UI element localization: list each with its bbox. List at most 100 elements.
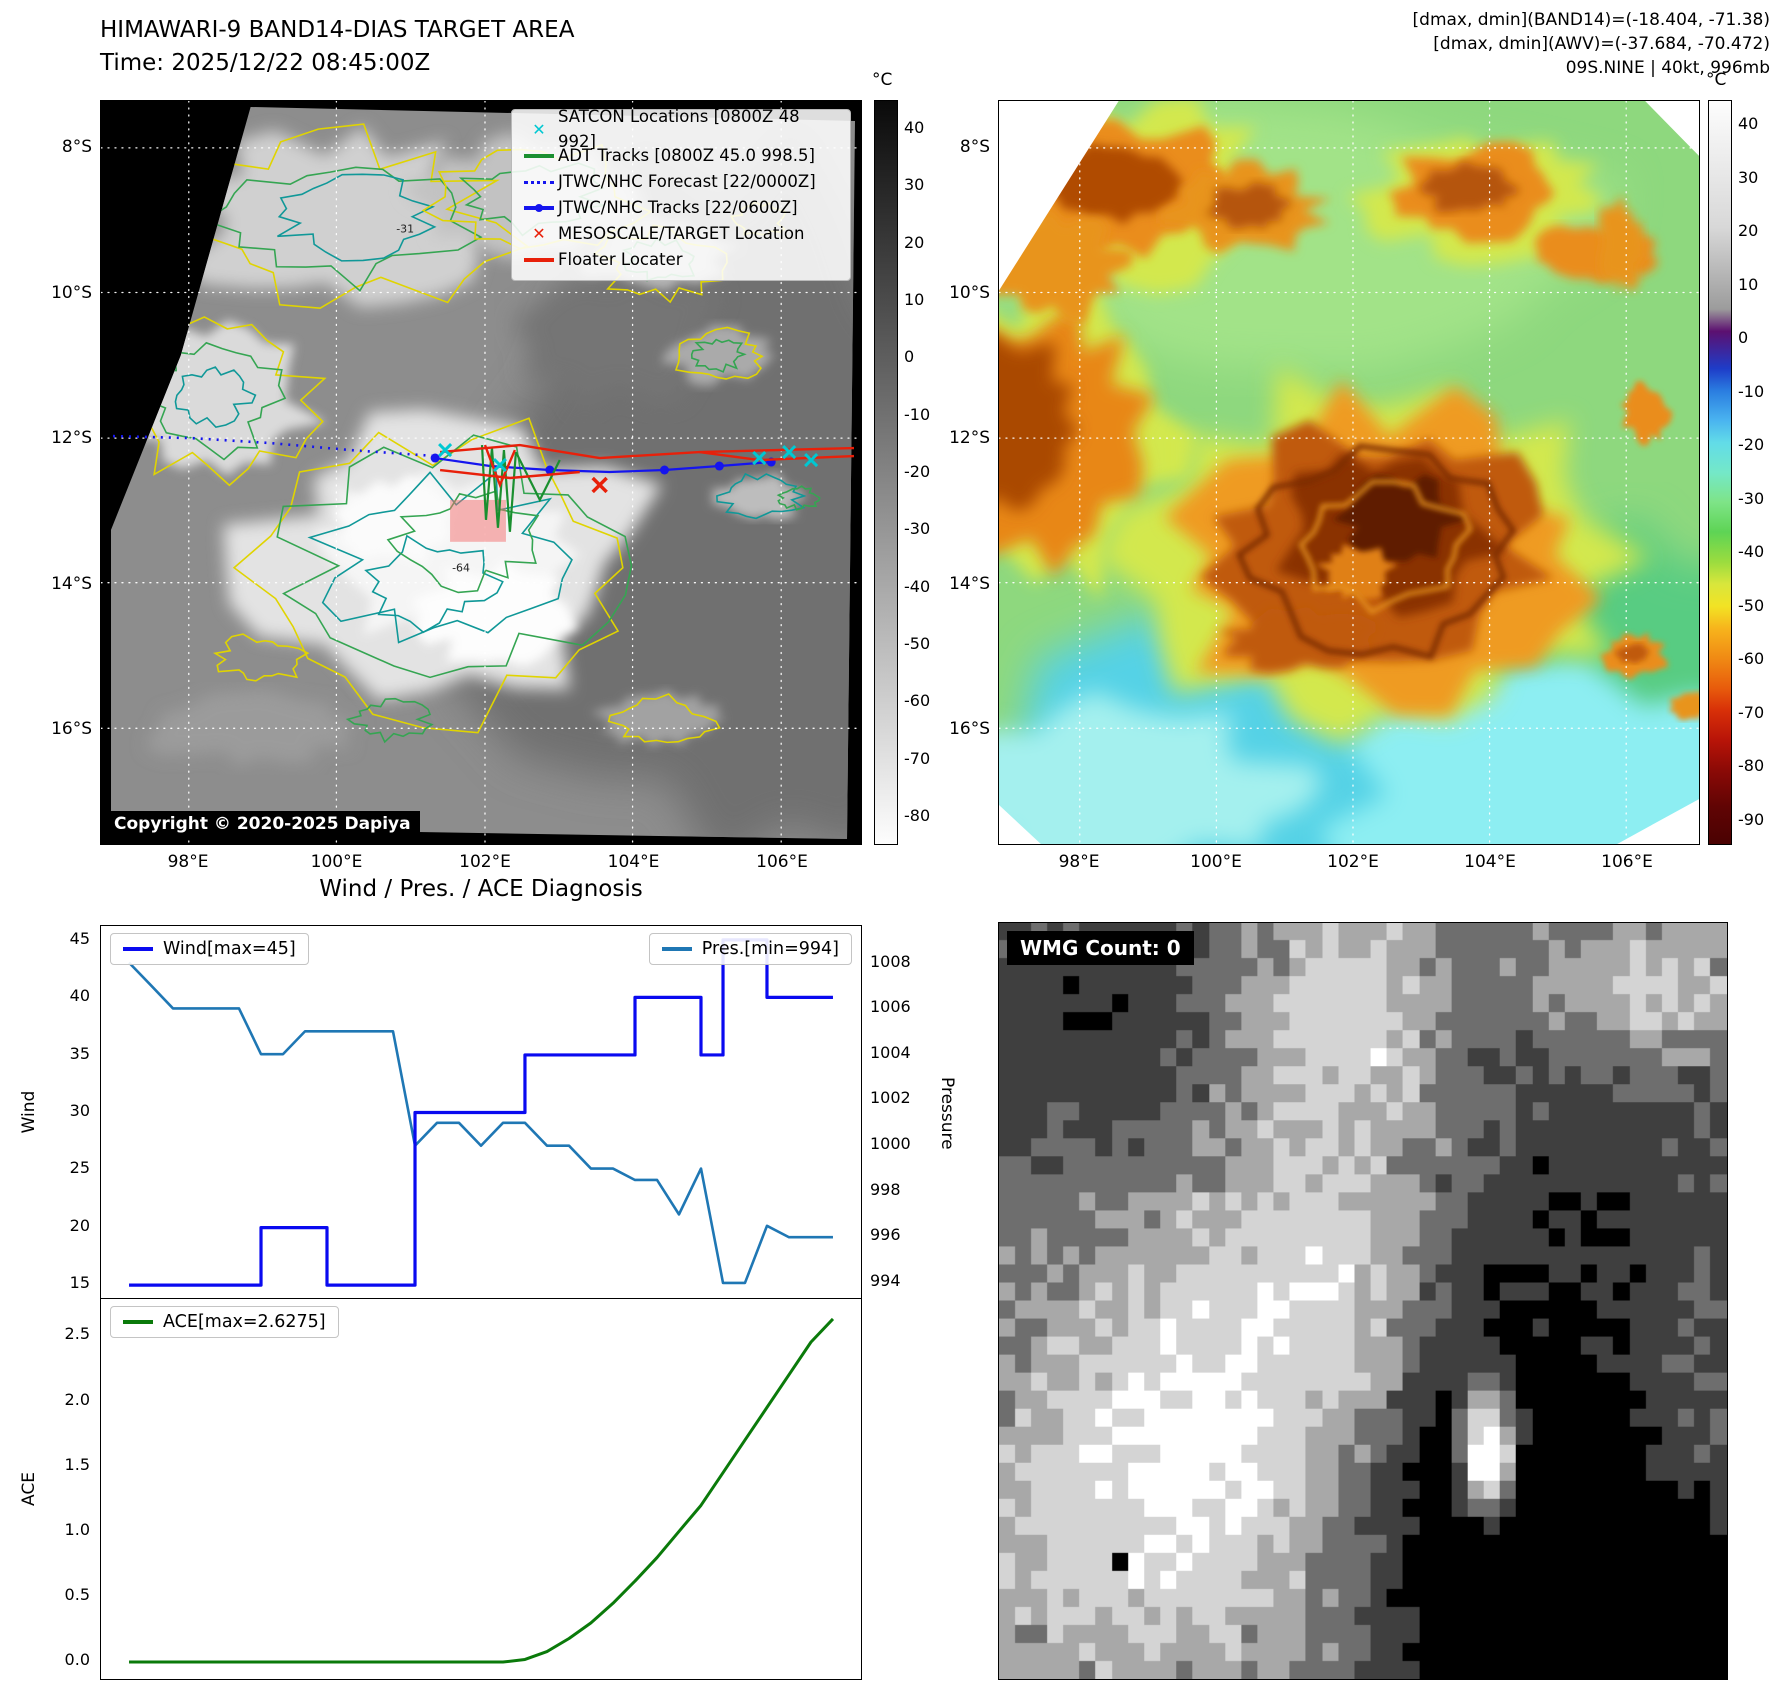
floater-line-icon xyxy=(524,258,554,262)
tick-label: 30 xyxy=(904,175,925,195)
tick-label: 20 xyxy=(1738,221,1759,241)
ace-axis-label: ACE xyxy=(19,1472,39,1506)
tick-label: 40 xyxy=(1738,114,1759,133)
legend-row-forecast: JTWC/NHC Forecast [22/0000Z] xyxy=(520,169,842,195)
tick-label: 0 xyxy=(1738,328,1749,348)
tick-label: 102°E xyxy=(459,852,511,872)
contour-label: -64 xyxy=(452,562,470,575)
legend-label: JTWC/NHC Tracks [22/0600Z] xyxy=(558,197,798,217)
tick-label: 30 xyxy=(1738,167,1759,187)
tick-label: 104°E xyxy=(607,852,660,872)
axis-tick-label: 1000 xyxy=(870,1134,911,1154)
tick-label: -40 xyxy=(1738,542,1765,562)
axis-tick-label: 1.0 xyxy=(64,1519,90,1539)
tick-label: 102°E xyxy=(1327,852,1379,872)
tick-label: -40 xyxy=(904,576,931,596)
axis-tick-label: 998 xyxy=(870,1179,901,1199)
band14-lat-axis: 8°S 10°S 12°S 14°S 16°S xyxy=(30,137,92,739)
wind-pressure-plot xyxy=(128,938,833,1287)
tick-label: 14°S xyxy=(51,573,92,594)
tick-label: 0 xyxy=(904,347,915,367)
tick-label: -20 xyxy=(1738,435,1765,455)
axis-tick-label: 2.5 xyxy=(64,1324,90,1344)
legend-label: SATCON Locations [0800Z 48 992] xyxy=(558,107,800,151)
axis-tick-label: 1008 xyxy=(870,951,911,971)
tick-label: -70 xyxy=(1738,702,1765,722)
dmax-dmin-band14: [dmax, dmin](BAND14)=(-18.404, -71.38) xyxy=(1412,10,1770,30)
tick-label: 10°S xyxy=(51,282,92,303)
forecast-dotted-line-icon xyxy=(524,180,554,184)
band14-lon-axis: 98°E 100°E 102°E 104°E 106°E xyxy=(148,852,822,872)
ace-legend-label: ACE[max=2.6275] xyxy=(163,1312,326,1332)
axis-tick-label: 1004 xyxy=(870,1042,911,1062)
tick-label: -70 xyxy=(904,748,931,768)
axis-tick-label: 15 xyxy=(69,1273,90,1293)
tick-label: 10 xyxy=(1738,274,1759,294)
axis-tick-label: 1006 xyxy=(870,997,911,1017)
wind-line-icon xyxy=(123,947,153,951)
mesoscale-x-icon: ✕ xyxy=(532,224,546,243)
tick-label: 8°S xyxy=(61,137,92,157)
tick-label: 14°S xyxy=(949,573,990,594)
legend-row-satcon: ✕ SATCON Locations [0800Z 48 992] xyxy=(520,107,842,151)
pressure-y-axis: 994 996 998 1000 1002 1004 1006 1008 xyxy=(870,925,924,1300)
wmg-pixel-image xyxy=(999,923,1727,1679)
storm-track-overlay xyxy=(112,434,855,542)
awv-colorbar xyxy=(1708,100,1732,845)
pressure-legend: Pres.[min=994] xyxy=(648,933,852,965)
tick-label: -30 xyxy=(904,519,931,539)
axis-tick-label: 0.5 xyxy=(64,1584,90,1604)
tick-label: -50 xyxy=(904,633,931,653)
tick-label: -50 xyxy=(1738,595,1765,615)
tick-label: 16°S xyxy=(51,719,92,739)
wind-pressure-chart: Wind[max=45] Pres.[min=994] xyxy=(100,925,862,1300)
band14-map-legend: ✕ SATCON Locations [0800Z 48 992] ADT Tr… xyxy=(511,107,851,281)
band14-colorbar xyxy=(874,100,898,845)
tick-label: 106°E xyxy=(1601,852,1653,872)
tick-label: 98°E xyxy=(1058,852,1100,872)
band14-colorbar-ticks: 40 30 20 10 0 -10 -20 -30 -40 -50 -60 -70 -80 xyxy=(904,118,948,826)
axis-tick-label: 2.0 xyxy=(64,1389,90,1409)
tick-label: 100°E xyxy=(1190,852,1242,872)
awv-lat-axis: 8°S 10°S 12°S 14°S 16°S xyxy=(928,137,990,739)
tick-label: 100°E xyxy=(310,852,363,872)
wind-legend-label: Wind[max=45] xyxy=(163,939,296,959)
ace-line-icon xyxy=(123,1320,153,1324)
legend-row-jtwc: JTWC/NHC Tracks [22/0600Z] xyxy=(520,195,842,221)
ace-legend: ACE[max=2.6275] xyxy=(110,1306,339,1338)
adt-line-icon xyxy=(524,154,554,158)
legend-row-mesoscale: ✕ MESOSCALE/TARGET Location xyxy=(520,221,842,247)
legend-row-adt: ADT Tracks [0800Z 45.0 998.5] xyxy=(520,143,842,169)
tick-label: -90 xyxy=(1738,809,1765,829)
legend-row-floater: Floater Locater xyxy=(520,247,842,273)
mesoscale-x-marker xyxy=(591,476,608,494)
tick-label: -20 xyxy=(904,461,931,481)
awv-satellite-map xyxy=(998,100,1700,845)
tick-label: 12°S xyxy=(949,428,990,448)
tick-label: 98°E xyxy=(167,852,209,872)
ace-chart: ACE[max=2.6275] xyxy=(100,1298,862,1680)
jtwc-dot-icon xyxy=(535,203,543,212)
wind-axis-label: Wind xyxy=(19,1090,39,1134)
awv-colorbar-ticks: 40 30 20 10 0 -10 -20 -30 -40 -50 -60 -70 -80 -90 xyxy=(1738,114,1778,830)
pressure-axis-label: Pressure xyxy=(937,1077,957,1150)
ace-plot xyxy=(129,1317,835,1664)
tick-label: 12°S xyxy=(51,428,92,448)
axis-tick-label: 40 xyxy=(69,986,90,1006)
band14-satellite-map: -31 -64 ✕ SATCON Locations [0800Z 48 992… xyxy=(100,100,862,845)
tick-label: 16°S xyxy=(949,719,990,739)
wmg-panel: WMG Count: 0 xyxy=(998,922,1728,1680)
axis-tick-label: 1.5 xyxy=(64,1454,90,1474)
legend-label: Floater Locater xyxy=(558,249,683,269)
tick-label: 20 xyxy=(904,232,925,252)
contour-label: -31 xyxy=(396,223,414,236)
satcon-x-markers xyxy=(438,443,819,473)
pressure-legend-label: Pres.[min=994] xyxy=(701,939,839,959)
axis-tick-label: 0.0 xyxy=(64,1650,90,1670)
pressure-line-icon xyxy=(661,947,692,951)
band14-title: HIMAWARI-9 BAND14-DIAS TARGET AREA xyxy=(100,17,575,43)
axis-tick-label: 20 xyxy=(69,1215,90,1235)
copyright-label: Copyright © 2020-2025 Dapiya xyxy=(105,811,420,838)
awv-satellite-image xyxy=(999,101,1699,844)
tick-label: 8°S xyxy=(959,137,990,157)
